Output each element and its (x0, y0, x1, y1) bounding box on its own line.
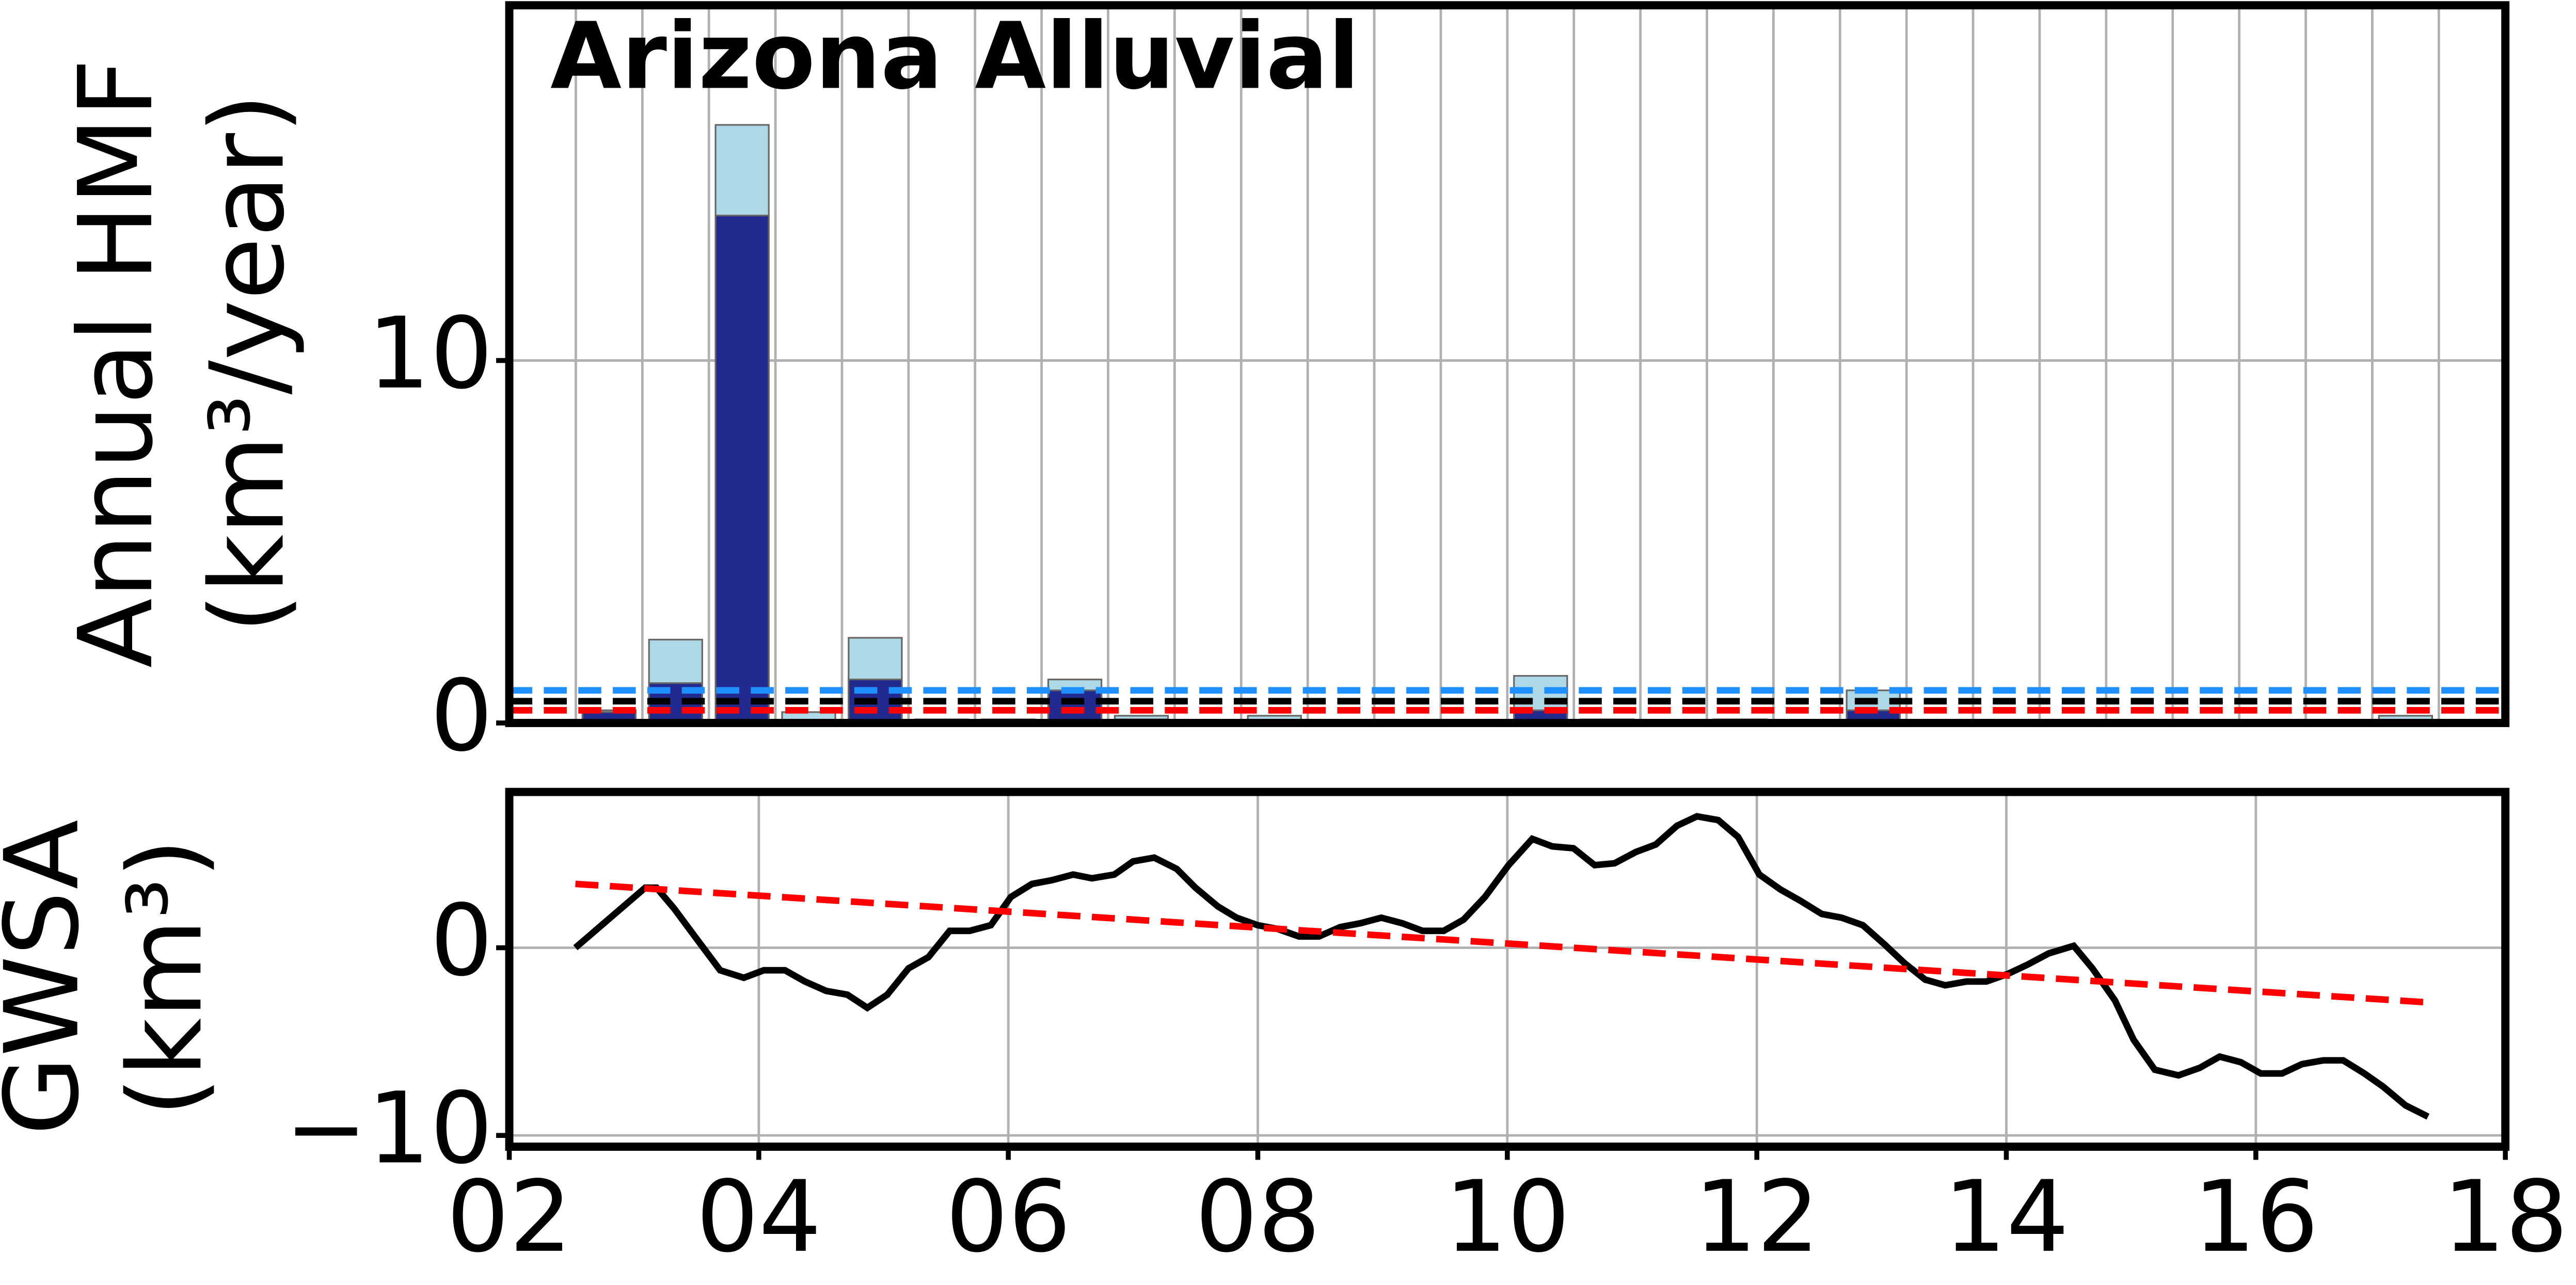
x-tick-label: 06 (946, 1160, 1071, 1275)
data-line (573, 813, 2430, 1120)
x-tick-label: 04 (696, 1160, 821, 1275)
y-axis-label: Annual HMF (57, 59, 176, 668)
x-tick-label: 02 (447, 1160, 572, 1275)
x-tick-label: 08 (1195, 1160, 1321, 1275)
y-tick-label: −10 (285, 1071, 493, 1186)
plot-frame (505, 1, 2510, 727)
y-tick-label: 0 (430, 659, 492, 774)
chart-title: Arizona Alluvial (550, 3, 1360, 110)
bar (1047, 689, 1103, 724)
y-axis-label: (km³) (106, 838, 225, 1116)
y-tick-label: 10 (368, 297, 493, 411)
x-tick-label: 14 (1944, 1160, 2069, 1275)
data-line (575, 880, 2425, 1006)
y-axis-label: GWSA (0, 820, 102, 1135)
plot-frame (505, 788, 2510, 1151)
x-tick-label: 18 (2443, 1160, 2568, 1275)
x-tick-label: 12 (1694, 1160, 1820, 1275)
bar (714, 215, 770, 724)
x-tick-label: 10 (1444, 1160, 1570, 1275)
y-axis-label: (km³/year) (188, 93, 307, 633)
x-tick-label: 16 (2193, 1160, 2318, 1275)
y-tick-label: 0 (430, 884, 492, 999)
